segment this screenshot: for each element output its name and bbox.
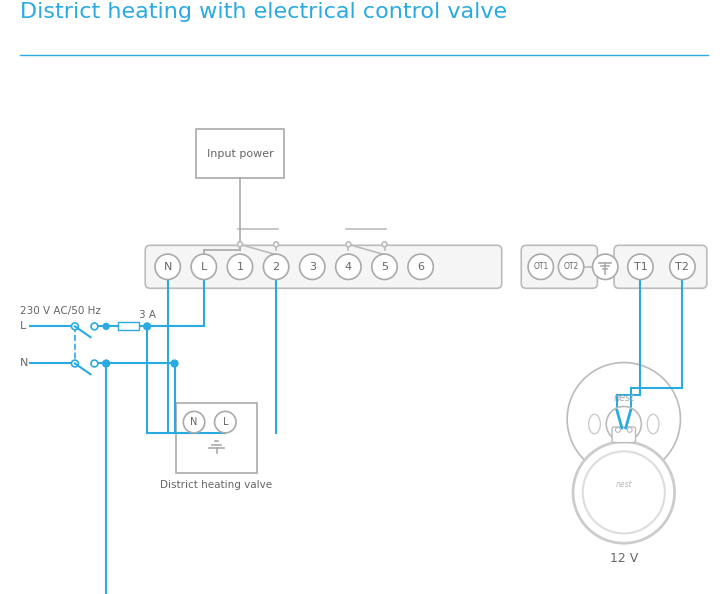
Circle shape [567,362,681,476]
Circle shape [215,412,236,433]
Text: nest: nest [615,480,632,489]
Bar [176,403,256,473]
Text: 2: 2 [272,262,280,272]
FancyBboxPatch shape [612,427,636,443]
Text: 12 V: 12 V [609,552,638,565]
Circle shape [528,254,553,280]
Text: District heating with electrical control valve: District heating with electrical control… [20,2,507,21]
Circle shape [71,360,79,367]
Circle shape [628,254,653,280]
Text: 1: 1 [237,262,243,272]
Circle shape [171,360,178,367]
Circle shape [336,254,361,280]
Circle shape [573,441,675,543]
Circle shape [143,323,151,330]
Text: N: N [20,359,28,368]
Bar [118,323,139,330]
Circle shape [103,361,109,366]
Text: District heating valve: District heating valve [160,479,272,489]
Text: 3: 3 [309,262,316,272]
Bar [196,129,284,178]
Ellipse shape [647,414,659,434]
Ellipse shape [589,414,601,434]
Circle shape [583,451,665,533]
Circle shape [299,254,325,280]
Circle shape [237,242,242,247]
Circle shape [382,242,387,247]
Circle shape [264,254,289,280]
Circle shape [191,254,216,280]
Text: OT1: OT1 [533,263,548,271]
Circle shape [103,360,110,367]
Circle shape [274,242,279,247]
Text: L: L [20,321,26,331]
FancyBboxPatch shape [521,245,598,288]
Text: Input power: Input power [207,148,273,159]
Circle shape [346,242,351,247]
Circle shape [615,428,620,432]
Text: L: L [201,262,207,272]
Text: L: L [223,417,228,427]
Circle shape [155,254,181,280]
Circle shape [408,254,433,280]
Circle shape [91,323,98,330]
Text: 3 A: 3 A [139,309,157,320]
Text: N: N [190,417,198,427]
Text: OT2: OT2 [563,263,579,271]
FancyBboxPatch shape [614,245,707,288]
Text: 4: 4 [345,262,352,272]
Text: 6: 6 [417,262,424,272]
Circle shape [558,254,584,280]
Circle shape [227,254,253,280]
Text: 230 V AC/50 Hz: 230 V AC/50 Hz [20,306,101,316]
Text: nest: nest [613,393,634,403]
Circle shape [628,428,632,432]
Circle shape [183,412,205,433]
Circle shape [71,323,79,330]
Text: T2: T2 [676,262,689,272]
Circle shape [606,406,641,441]
Text: T1: T1 [633,262,647,272]
Circle shape [593,254,618,280]
Circle shape [103,324,109,329]
Text: N: N [164,262,172,272]
Circle shape [372,254,397,280]
Circle shape [91,360,98,367]
FancyBboxPatch shape [145,245,502,288]
Circle shape [670,254,695,280]
Text: 5: 5 [381,262,388,272]
